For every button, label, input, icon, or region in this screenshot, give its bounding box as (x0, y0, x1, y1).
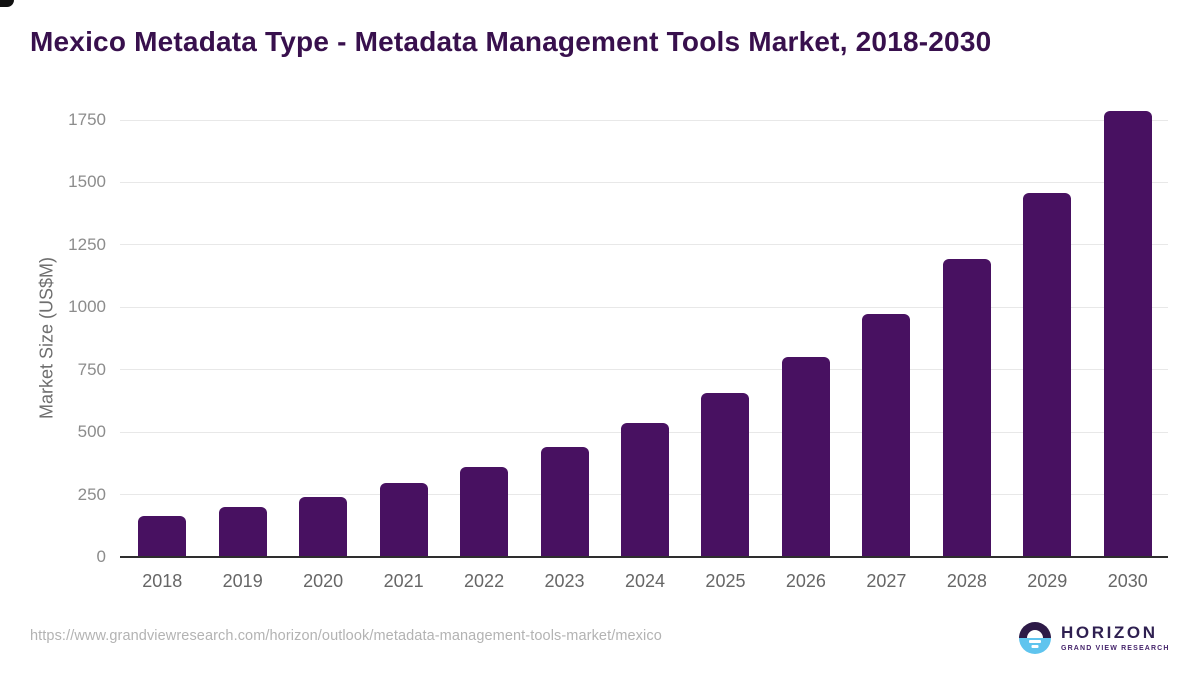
gridline-1000 (120, 306, 1168, 308)
y-tick-label-1500: 1500 (68, 172, 106, 192)
y-tick-label-250: 250 (77, 484, 106, 504)
gridline-1500 (120, 181, 1168, 183)
horizon-logo: HORIZON GRAND VIEW RESEARCH (1019, 622, 1170, 654)
x-tick-label-2029: 2029 (1027, 571, 1068, 591)
bar-2019 (218, 506, 267, 557)
bar-2018 (138, 515, 187, 557)
y-tick-label-750: 750 (77, 359, 106, 379)
bar-2028 (942, 258, 991, 557)
sun-reflection-line (1029, 640, 1041, 643)
x-tick-label-2026: 2026 (785, 571, 826, 591)
x-tick-label-2020: 2020 (303, 571, 344, 591)
bar-2030 (1103, 110, 1152, 557)
x-tick-label-2023: 2023 (544, 571, 585, 591)
logo-text: HORIZON GRAND VIEW RESEARCH (1061, 624, 1170, 652)
bar-2024 (621, 423, 669, 557)
bar-2021 (379, 482, 428, 557)
y-tick-label-500: 500 (77, 422, 106, 442)
bar-2026 (781, 356, 830, 557)
y-tick-label-1250: 1250 (68, 234, 106, 254)
x-tick-label-2030: 2030 (1107, 571, 1148, 591)
horizon-sun-icon (1019, 622, 1051, 654)
logo-title: HORIZON (1061, 623, 1158, 642)
x-tick-label-2027: 2027 (866, 571, 907, 591)
gridline-1750 (120, 119, 1168, 121)
logo-subtitle: GRAND VIEW RESEARCH (1061, 645, 1170, 652)
y-tick-label-1000: 1000 (68, 297, 106, 317)
x-tick-label-2025: 2025 (705, 571, 746, 591)
corner-artifact (0, 0, 14, 7)
x-tick-label-2018: 2018 (142, 571, 183, 591)
y-tick-label-1750: 1750 (68, 110, 106, 129)
bar-2023 (540, 446, 589, 557)
chart-title: Mexico Metadata Type - Metadata Manageme… (30, 26, 992, 57)
y-axis-title: Market Size (US$M) (36, 256, 57, 420)
sun-dome (1027, 630, 1043, 638)
x-tick-label-2022: 2022 (464, 571, 505, 591)
x-axis-line (120, 556, 1168, 558)
x-tick-label-2024: 2024 (624, 571, 666, 591)
x-tick-label-2028: 2028 (946, 571, 987, 591)
bar-2022 (460, 466, 509, 557)
y-tick-label-0: 0 (96, 547, 106, 566)
gridline-750 (120, 369, 1168, 371)
bar-2029 (1023, 192, 1072, 557)
gridline-1250 (120, 244, 1168, 246)
bar-2027 (862, 313, 911, 557)
x-tick-label-2019: 2019 (222, 571, 263, 591)
bar-2020 (299, 496, 348, 557)
bar-2025 (701, 392, 750, 557)
source-url: https://www.grandviewresearch.com/horizo… (30, 628, 662, 644)
sun-reflection-line (1031, 645, 1039, 648)
x-tick-label-2021: 2021 (383, 571, 424, 591)
